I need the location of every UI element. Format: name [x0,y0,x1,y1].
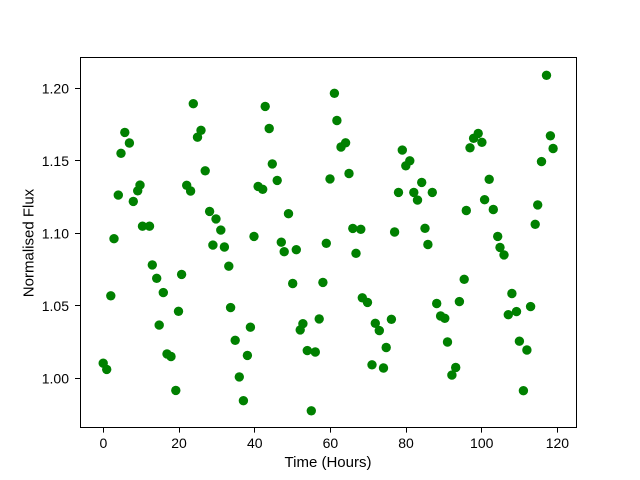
svg-text:1.05: 1.05 [42,298,69,314]
svg-text:80: 80 [398,435,414,451]
svg-text:0: 0 [100,435,108,451]
svg-text:Normalised Flux: Normalised Flux [21,188,38,297]
svg-text:40: 40 [247,435,263,451]
svg-text:1.20: 1.20 [42,81,69,97]
svg-text:Time (Hours): Time (Hours) [285,454,372,471]
svg-text:60: 60 [323,435,339,451]
svg-text:20: 20 [171,435,187,451]
svg-text:1.10: 1.10 [42,225,69,241]
svg-text:1.00: 1.00 [42,370,69,386]
svg-text:1.15: 1.15 [42,153,69,169]
svg-text:100: 100 [470,435,494,451]
svg-text:120: 120 [546,435,570,451]
